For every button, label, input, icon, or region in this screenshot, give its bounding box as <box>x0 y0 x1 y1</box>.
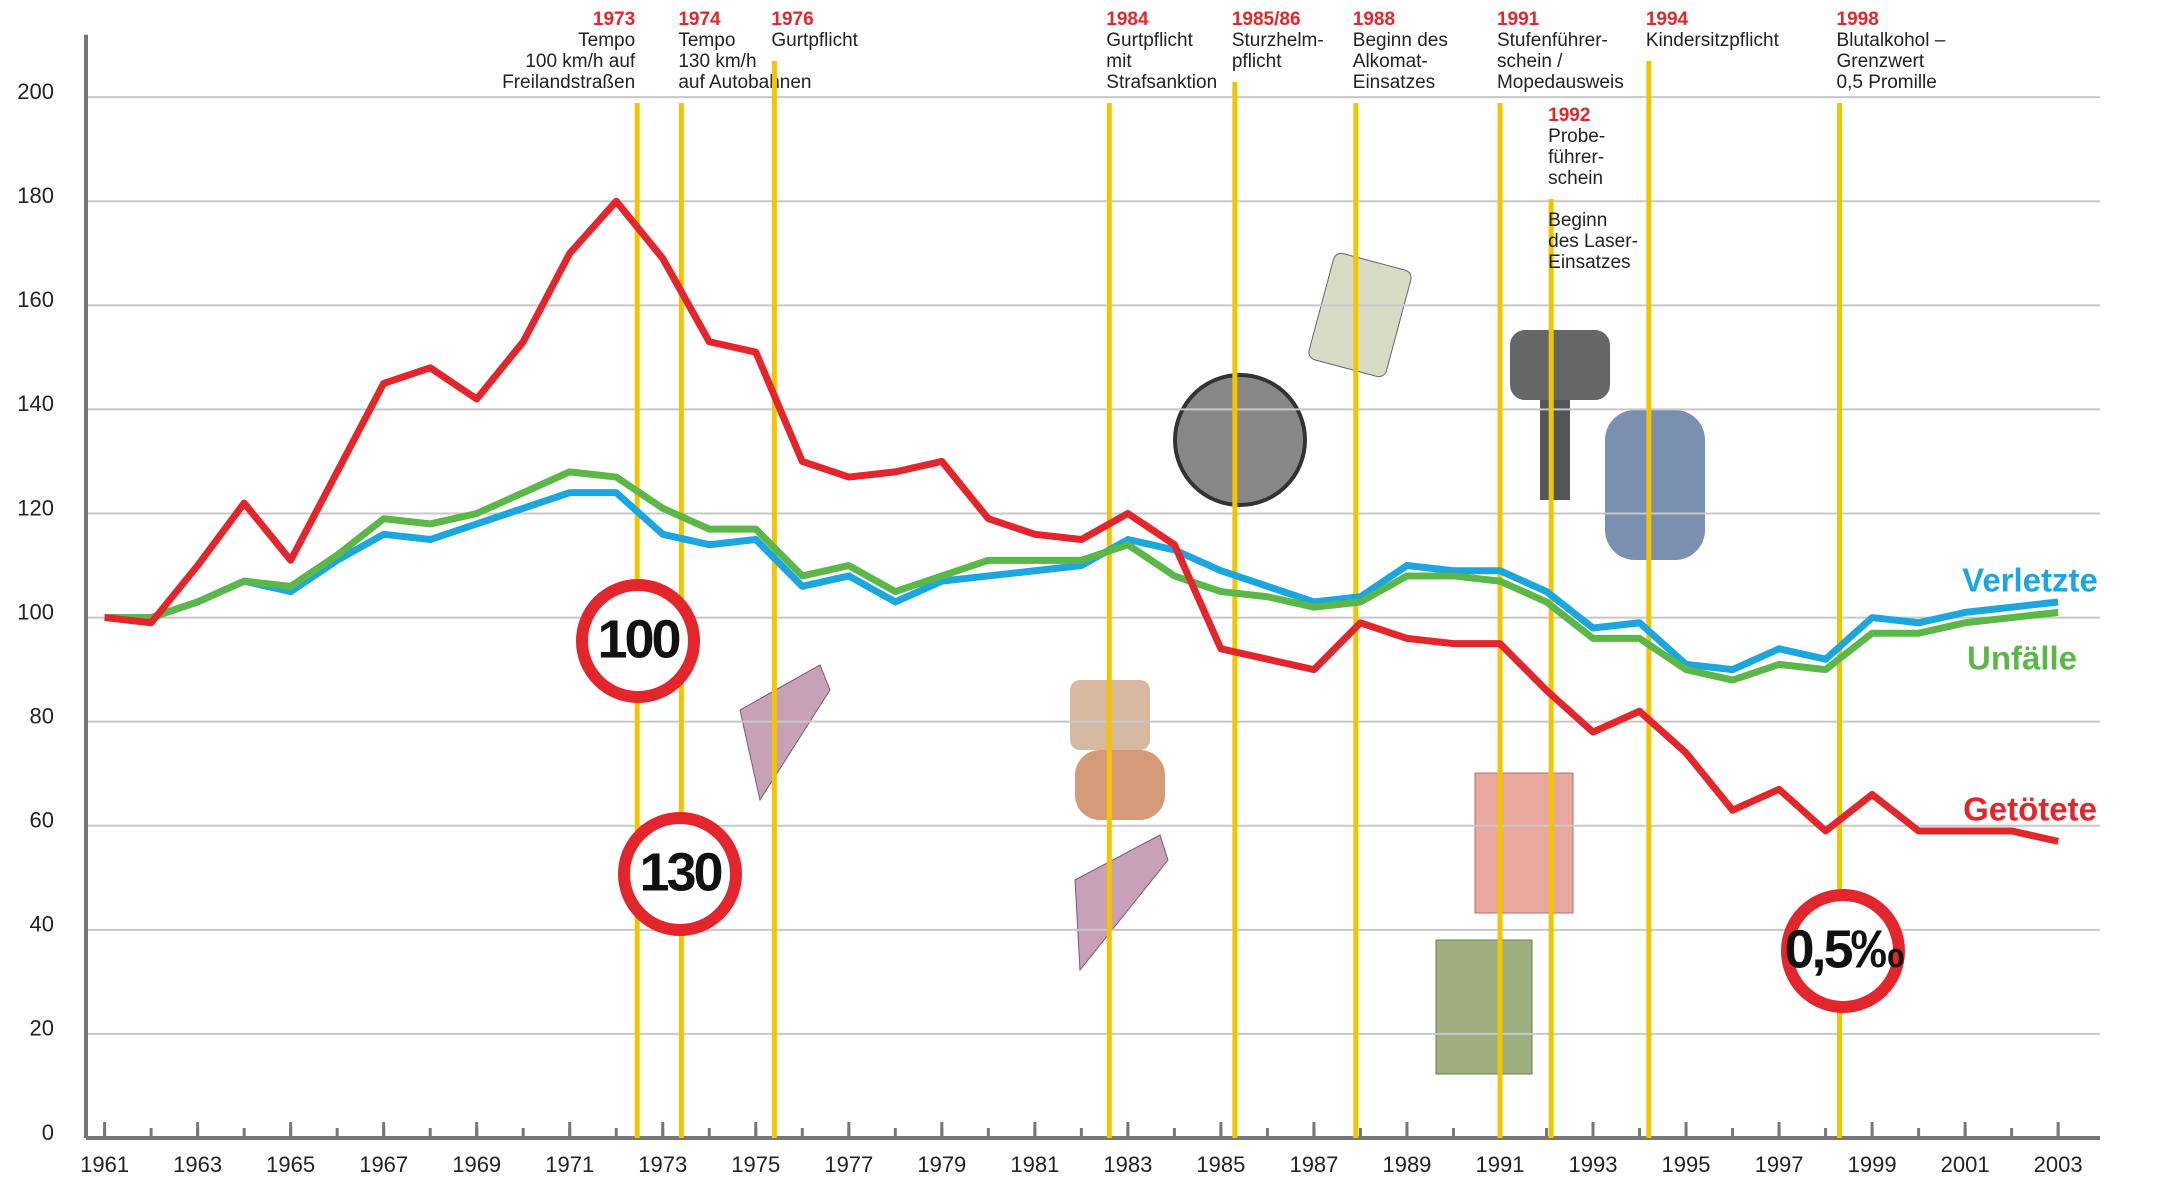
y-tick-label: 200 <box>17 79 54 104</box>
event-text: Gurtpflicht <box>1106 30 1193 51</box>
event-text: des Laser- <box>1548 231 1638 252</box>
x-tick-label: 1967 <box>359 1152 408 1177</box>
y-tick-label: 140 <box>17 391 54 416</box>
x-tick-label: 1977 <box>824 1152 873 1177</box>
event-year: 1992 <box>1548 105 1590 126</box>
helmet-icon <box>1175 375 1305 505</box>
event-year: 1994 <box>1646 9 1689 30</box>
x-tick-label: 1979 <box>917 1152 966 1177</box>
event-text: Mopedausweis <box>1497 72 1624 93</box>
event-text: Gurtpflicht <box>771 30 858 51</box>
y-tick-label: 100 <box>17 599 54 624</box>
event-text: Strafsanktion <box>1106 72 1217 93</box>
x-tick-label: 1989 <box>1382 1152 1431 1177</box>
laser-icon <box>1540 400 1570 500</box>
event-year: 1985/86 <box>1232 9 1301 30</box>
alcotest-icon <box>1307 252 1413 379</box>
event-text: Beginn des <box>1353 30 1448 51</box>
event-text: Tempo <box>578 30 635 51</box>
series-label: Unfälle <box>1967 640 2077 677</box>
event-text: 100 km/h auf <box>525 51 636 72</box>
series-label: Verletzte <box>1962 562 2098 599</box>
event-text: auf Autobahnen <box>678 72 811 93</box>
event-text: Grenzwert <box>1837 51 1925 72</box>
x-tick-label: 2001 <box>1941 1152 1990 1177</box>
event-year: 1991 <box>1497 9 1540 30</box>
y-tick-label: 40 <box>30 912 54 937</box>
y-tick-label: 60 <box>30 808 54 833</box>
x-tick-label: 1987 <box>1289 1152 1338 1177</box>
sign-text: 100 <box>597 609 679 669</box>
sign-text: 130 <box>639 842 721 902</box>
event-text: Freilandstraßen <box>502 72 635 93</box>
chart: 0 20 40 60 80 100 120 140 160 180 200 1961 1963 1965 1… <box>0 0 2177 1181</box>
event-text: pflicht <box>1232 51 1282 72</box>
x-tick-label: 1961 <box>80 1152 129 1177</box>
event-text: Stufenführer- <box>1497 30 1608 51</box>
x-tick-label: 1975 <box>731 1152 780 1177</box>
series-label: Getötete <box>1963 791 2097 828</box>
y-tick-label: 80 <box>30 703 54 728</box>
x-tick-label: 1983 <box>1103 1152 1152 1177</box>
sign-text: 0,5‰ <box>1784 919 1903 979</box>
x-tick-label: 1973 <box>638 1152 687 1177</box>
event-text: Einsatzes <box>1353 72 1435 93</box>
hand-icon <box>1075 750 1165 820</box>
x-tick-label: 1971 <box>545 1152 594 1177</box>
event-text: 0,5 Promille <box>1837 72 1937 93</box>
event-text: Kindersitzpflicht <box>1646 30 1780 51</box>
y-tick-label: 0 <box>42 1120 54 1145</box>
event-year: 1973 <box>593 9 635 30</box>
seatbelt-icon <box>1075 835 1168 970</box>
event-text: schein / <box>1497 51 1563 72</box>
x-tick-label: 1997 <box>1755 1152 1804 1177</box>
event-year: 1998 <box>1837 9 1879 30</box>
event-text: Blutalkohol – <box>1837 30 1946 51</box>
event-year: 1988 <box>1353 9 1395 30</box>
event-text: mit <box>1106 51 1132 72</box>
laser-icon <box>1510 330 1610 400</box>
y-tick-label: 120 <box>17 495 54 520</box>
event-year: 1984 <box>1106 9 1149 30</box>
event-text: führer- <box>1548 147 1604 168</box>
event-text: 130 km/h <box>678 51 756 72</box>
event-text: Einsatzes <box>1548 252 1630 273</box>
event-text: Probe- <box>1548 126 1605 147</box>
event-text: Tempo <box>678 30 735 51</box>
y-tick-label: 20 <box>30 1016 54 1041</box>
pictograms <box>740 252 1705 1074</box>
x-tick-label: 1965 <box>266 1152 315 1177</box>
x-tick-label: 1963 <box>173 1152 222 1177</box>
x-tick-label: 1999 <box>1848 1152 1897 1177</box>
event-text: schein <box>1548 168 1603 189</box>
x-tick-label: 1985 <box>1196 1152 1245 1177</box>
event-year: 1974 <box>678 9 721 30</box>
x-tick-label: 2003 <box>2034 1152 2083 1177</box>
y-tick-label: 160 <box>17 287 54 312</box>
y-tick-label: 180 <box>17 183 54 208</box>
event-text: Alkomat- <box>1353 51 1428 72</box>
x-tick-label: 1995 <box>1662 1152 1711 1177</box>
x-tick-label: 1981 <box>1010 1152 1059 1177</box>
child-seat-icon <box>1605 410 1705 560</box>
x-tick-label: 1993 <box>1569 1152 1618 1177</box>
license-icon <box>1475 773 1573 913</box>
seatbelt-icon <box>740 665 830 800</box>
x-tick-label: 1991 <box>1476 1152 1525 1177</box>
event-text: Beginn <box>1548 210 1607 231</box>
moped-license-icon <box>1436 940 1532 1074</box>
event-year: 1976 <box>771 9 813 30</box>
series-line <box>105 472 2059 680</box>
event-text: Sturzhelm- <box>1232 30 1324 51</box>
x-tick-label: 1969 <box>452 1152 501 1177</box>
